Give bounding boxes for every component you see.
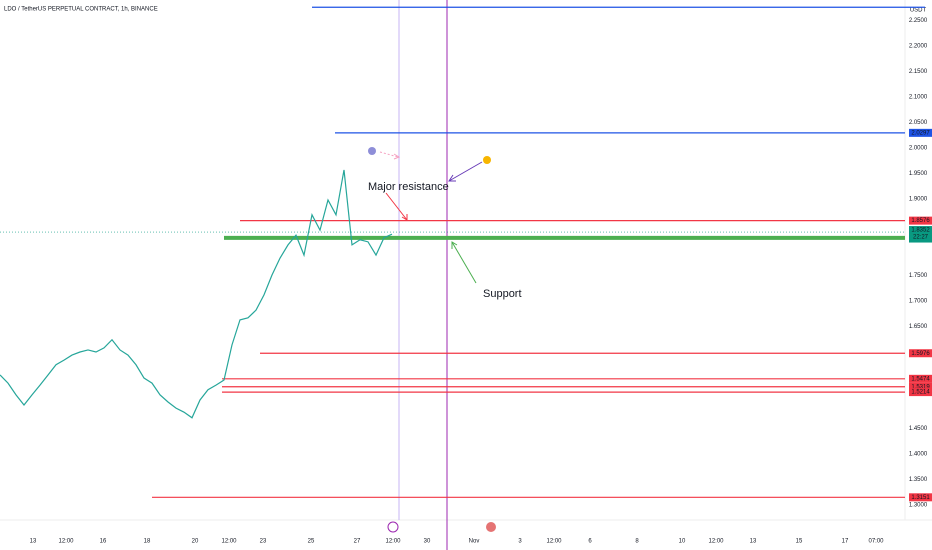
level-label: 1.3151 <box>911 495 930 501</box>
icon <box>483 156 491 164</box>
x-tick-label: 07:00 <box>868 539 884 545</box>
level-label: 1.8576 <box>911 218 930 224</box>
event-icon[interactable] <box>387 521 399 533</box>
countdown: 22:27 <box>913 235 929 241</box>
x-tick-label: 25 <box>308 539 315 545</box>
level-label: 1.5474 <box>911 376 930 382</box>
arrow <box>379 151 399 158</box>
x-tick-label: 12:00 <box>58 539 74 545</box>
y-tick-label: 1.3500 <box>909 477 928 483</box>
annotation: Support <box>483 288 522 300</box>
x-tick-label: 12:00 <box>546 539 562 545</box>
icon <box>368 147 376 155</box>
price-label: 1.8352 <box>911 228 930 234</box>
currency: USDT <box>910 8 927 14</box>
y-tick-label: 1.9500 <box>909 171 928 177</box>
level-label: 1.5214 <box>911 390 930 396</box>
level-label-box <box>909 388 932 397</box>
y-tick-label: 2.2000 <box>909 44 928 50</box>
arrow-head <box>393 153 401 160</box>
y-tick-label: 1.7000 <box>909 299 928 305</box>
y-tick-label: 1.4500 <box>909 426 928 432</box>
arrow <box>451 241 477 284</box>
x-tick-label: 27 <box>354 539 361 545</box>
x-tick-label: Nov <box>469 539 480 545</box>
level-label: 1.5319 <box>911 384 930 390</box>
level-label-box <box>909 493 932 502</box>
x-tick-label: 3 <box>518 539 522 545</box>
arrow-head <box>448 174 456 182</box>
y-tick-label: 2.1500 <box>909 69 928 75</box>
y-tick-label: 1.3000 <box>909 503 928 509</box>
y-tick-label: 1.6500 <box>909 324 928 330</box>
countdown-box <box>909 234 932 242</box>
x-tick-label: 18 <box>144 539 151 545</box>
x-tick-label: 8 <box>635 539 639 545</box>
price-line <box>0 169 393 419</box>
x-tick-label: 10 <box>679 539 686 545</box>
event-icon[interactable] <box>486 522 496 532</box>
x-tick-label: 17 <box>842 539 849 545</box>
x-tick-label: 6 <box>588 539 592 545</box>
price-label-box <box>909 226 932 235</box>
x-tick-label: 30 <box>424 539 431 545</box>
level-label: 1.5976 <box>911 351 930 357</box>
level-label-box <box>909 128 932 137</box>
arrow <box>448 161 483 182</box>
y-tick-label: 1.9000 <box>909 197 928 203</box>
level-label-box <box>909 349 932 358</box>
y-tick-label: 2.2500 <box>909 18 928 24</box>
x-tick-label: 12:00 <box>708 539 724 545</box>
y-tick-label: 2.0500 <box>909 120 928 126</box>
arrow-head <box>401 214 408 221</box>
x-tick-label: 12:00 <box>385 539 401 545</box>
x-tick-label: 13 <box>750 539 757 545</box>
annotation: Major resistance <box>368 181 449 193</box>
x-tick-label: 12:00 <box>221 539 237 545</box>
y-tick-label: 2.0000 <box>909 146 928 152</box>
x-tick-label: 15 <box>796 539 803 545</box>
level-label-box <box>909 216 932 225</box>
arrow-head <box>451 241 458 249</box>
y-tick-label: 2.1000 <box>909 95 928 101</box>
arrow <box>385 192 408 221</box>
x-tick-label: 23 <box>260 539 267 545</box>
level-label-box <box>909 382 932 391</box>
chart-title: LDO / TetherUS PERPETUAL CONTRACT, 1h, B… <box>4 7 158 13</box>
x-tick-label: 13 <box>30 539 37 545</box>
x-tick-label: 20 <box>192 539 199 545</box>
y-tick-label: 1.4000 <box>909 452 928 458</box>
level-label: 2.0297 <box>911 130 930 136</box>
x-tick-label: 16 <box>100 539 107 545</box>
y-tick-label: 1.7500 <box>909 273 928 279</box>
level-label-box <box>909 374 932 383</box>
